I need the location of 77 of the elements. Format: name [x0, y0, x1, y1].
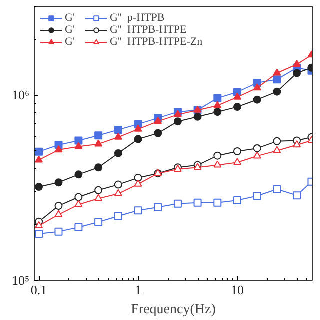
point	[293, 192, 302, 200]
point	[214, 94, 222, 102]
point	[35, 183, 44, 192]
point	[233, 148, 242, 156]
point	[114, 212, 122, 220]
point	[214, 152, 222, 160]
point	[74, 193, 83, 202]
point	[273, 76, 282, 84]
point	[233, 196, 242, 204]
point	[214, 160, 222, 168]
x-tick-label: 1	[135, 282, 142, 298]
x-tick-label: 10	[230, 282, 244, 298]
point	[114, 149, 122, 158]
point	[35, 156, 44, 163]
point	[273, 68, 282, 76]
point	[233, 158, 242, 166]
point	[94, 132, 103, 140]
legend-label: G'' p-HTPB	[110, 12, 165, 24]
x-tick-label: 0.1	[30, 282, 48, 298]
legend-label: G'	[65, 12, 76, 24]
point	[194, 198, 202, 207]
point	[154, 203, 162, 212]
point	[94, 186, 103, 194]
point	[54, 228, 63, 236]
point	[114, 126, 122, 134]
point	[114, 189, 122, 196]
point	[114, 132, 122, 140]
point	[74, 170, 83, 179]
point	[134, 174, 142, 182]
point	[35, 148, 44, 156]
legend-label: G'	[65, 24, 76, 36]
point	[233, 92, 242, 100]
legend-label: G'' HTPB-HTPE-Zn	[110, 36, 203, 48]
point	[94, 164, 103, 172]
point	[273, 146, 282, 154]
point	[253, 84, 262, 91]
point	[154, 117, 162, 124]
point	[134, 135, 142, 144]
point	[94, 194, 103, 202]
point	[54, 178, 63, 187]
point	[74, 200, 83, 208]
point	[174, 200, 182, 208]
point	[233, 103, 242, 112]
point	[253, 152, 262, 159]
point	[214, 101, 222, 108]
point	[174, 118, 182, 126]
point	[214, 198, 222, 207]
point	[253, 96, 262, 104]
point	[293, 140, 302, 148]
point	[134, 124, 142, 132]
point	[134, 206, 142, 215]
point	[293, 69, 302, 78]
point	[94, 218, 103, 226]
point	[74, 136, 83, 145]
legend-label: G'	[65, 36, 76, 48]
point	[293, 60, 302, 68]
point	[54, 210, 63, 218]
point	[74, 142, 83, 150]
point	[273, 88, 282, 96]
point	[94, 140, 103, 147]
point	[273, 185, 282, 194]
y-tick-label: 10⁶	[12, 88, 30, 103]
legend-label: G'' HTPB-HTPE	[110, 24, 187, 36]
point	[154, 129, 162, 138]
point	[273, 137, 282, 146]
point	[194, 112, 202, 121]
point	[54, 146, 63, 153]
point	[214, 108, 222, 116]
y-tick-label: 10⁵	[12, 273, 30, 288]
x-axis-title: Frequency(Hz)	[131, 302, 216, 318]
point	[54, 202, 63, 210]
point	[134, 180, 142, 187]
point	[114, 180, 122, 189]
point	[253, 144, 262, 152]
point	[74, 224, 83, 232]
point	[253, 192, 262, 200]
point	[35, 230, 44, 238]
